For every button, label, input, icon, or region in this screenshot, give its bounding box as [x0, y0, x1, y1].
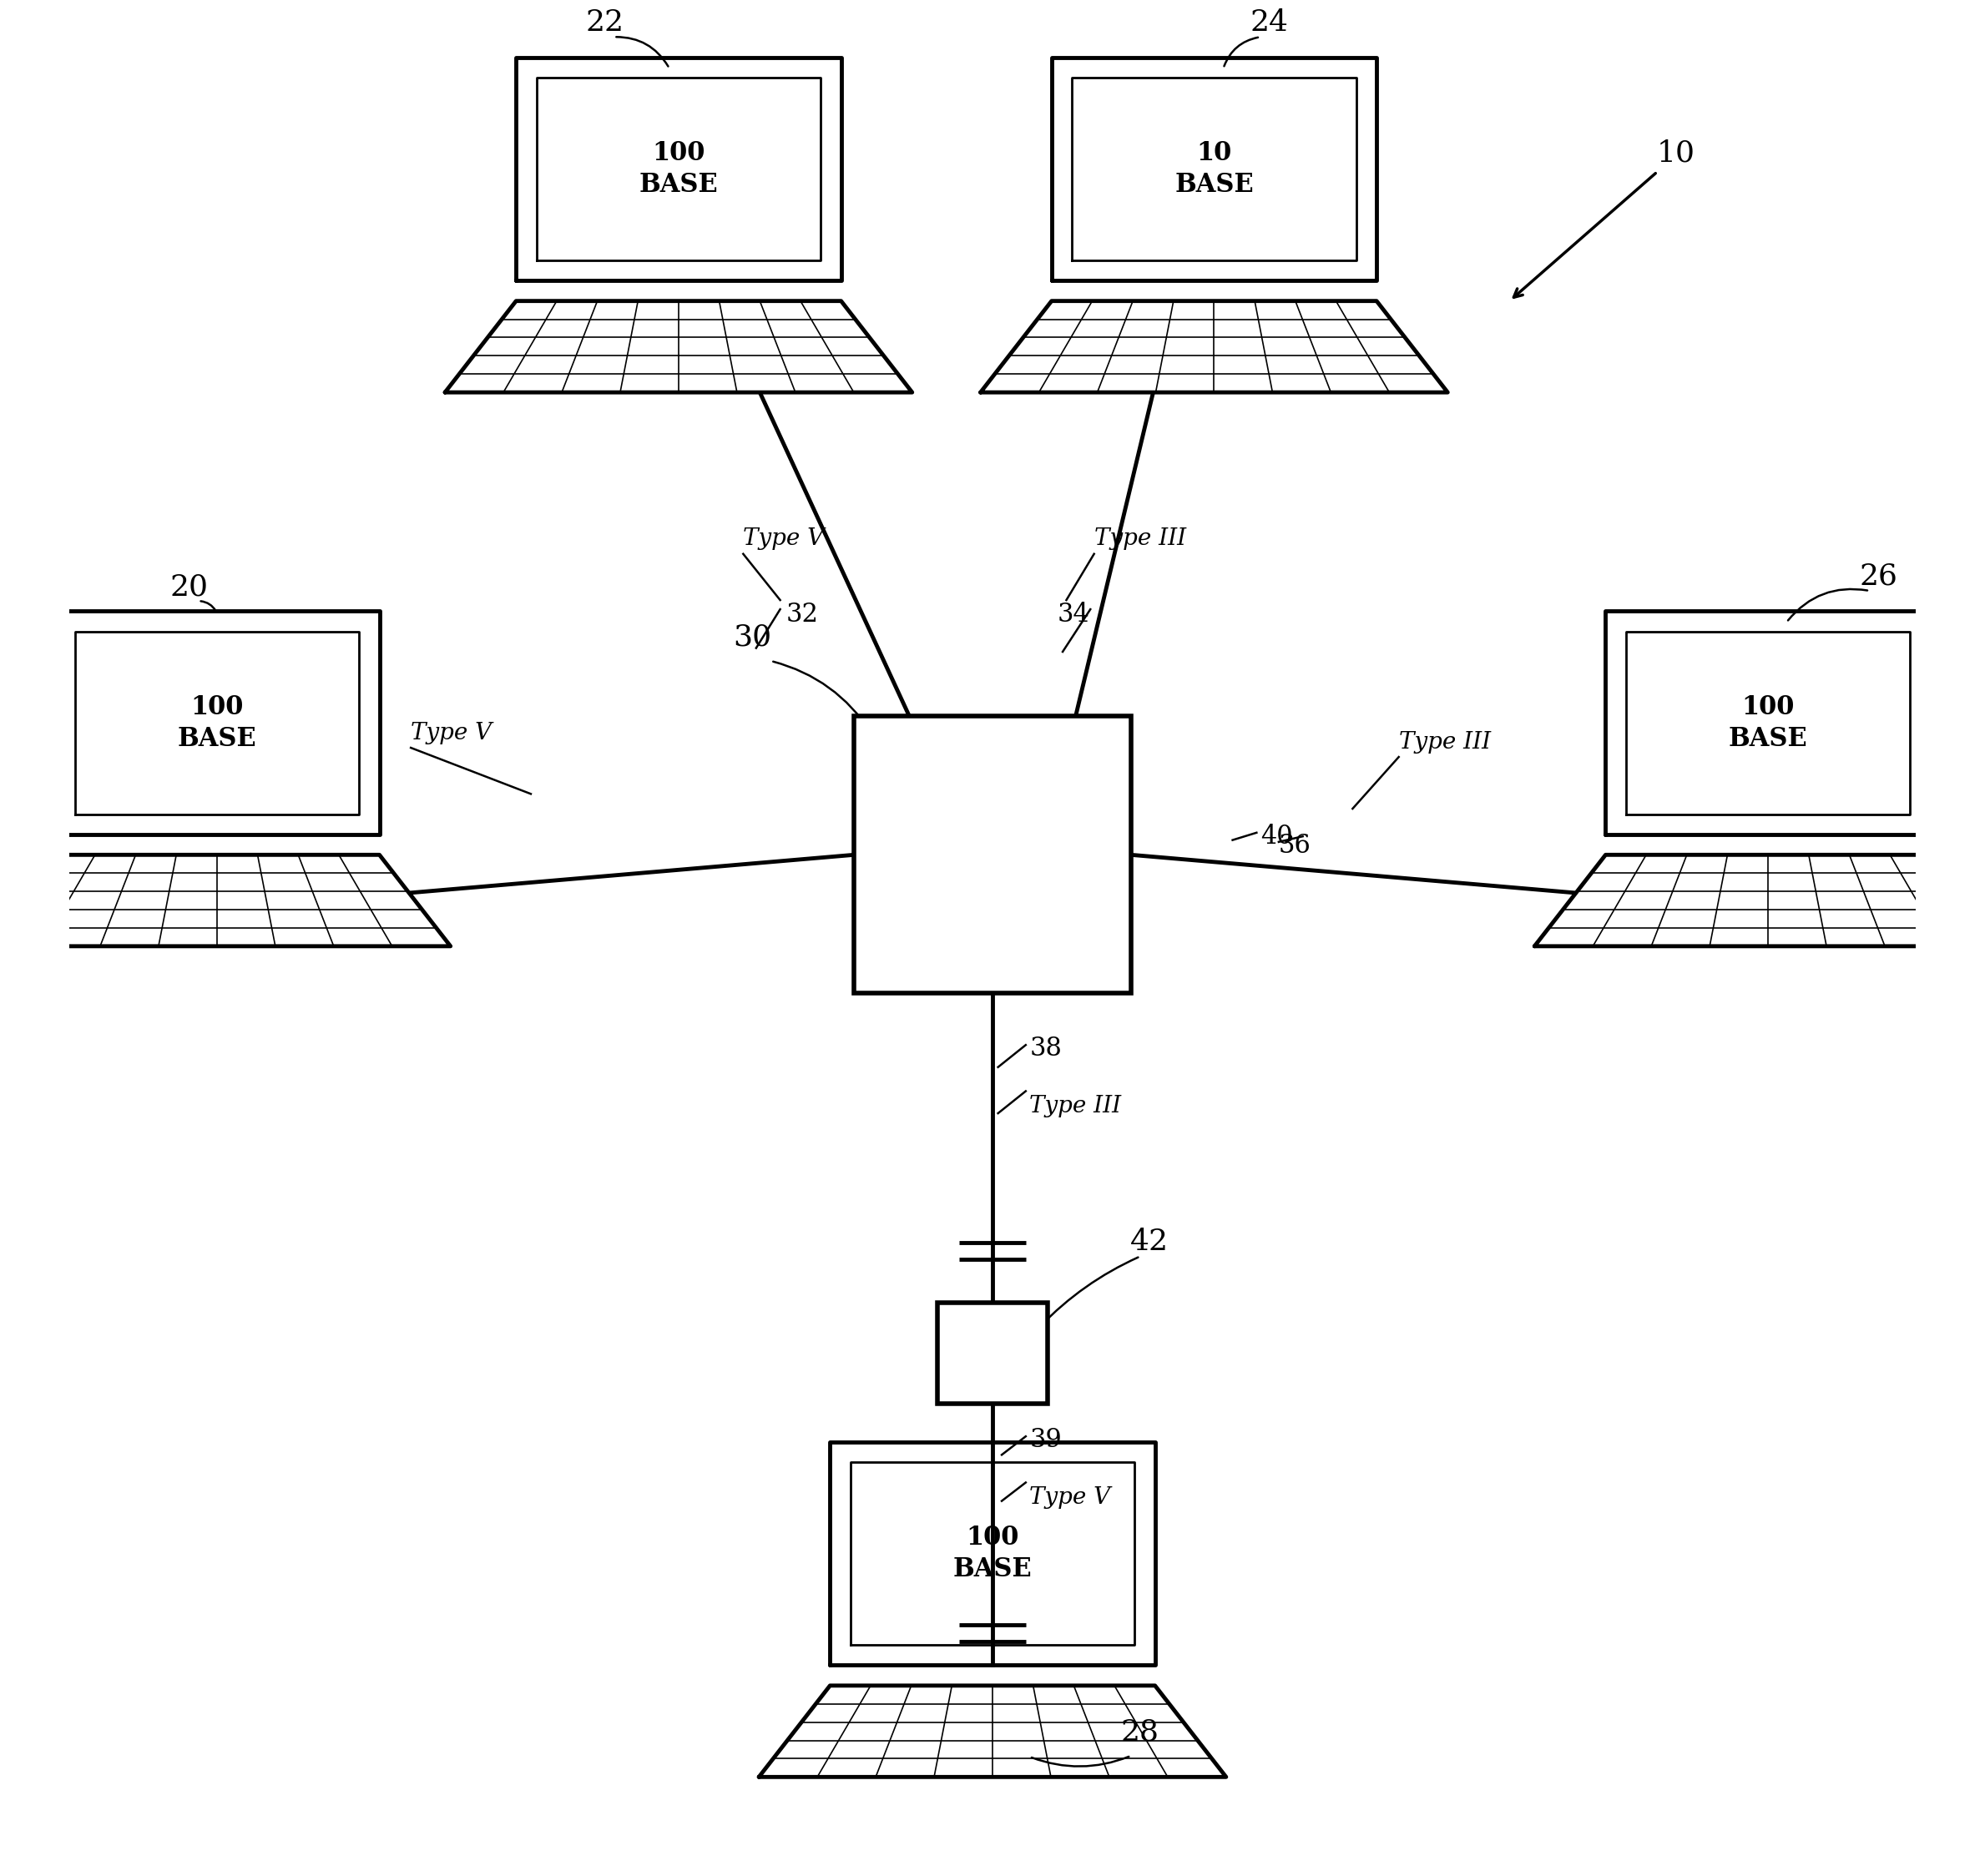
Text: Type III: Type III: [1094, 527, 1185, 550]
Polygon shape: [445, 300, 913, 392]
Text: 39: 39: [1030, 1428, 1062, 1454]
Text: 100
BASE: 100 BASE: [639, 141, 719, 197]
Text: 42: 42: [1129, 1229, 1169, 1257]
Polygon shape: [981, 300, 1447, 392]
Polygon shape: [0, 855, 451, 946]
Text: 40: 40: [1260, 824, 1292, 850]
Text: Type V: Type V: [742, 527, 824, 550]
Text: 10
BASE: 10 BASE: [1175, 141, 1255, 197]
Text: Type V: Type V: [1030, 1486, 1110, 1508]
Text: 22: 22: [586, 9, 623, 38]
Text: 34: 34: [1058, 602, 1090, 628]
Text: 24: 24: [1251, 9, 1288, 38]
Text: 100
BASE: 100 BASE: [177, 694, 256, 752]
Text: 32: 32: [786, 602, 818, 628]
Bar: [854, 717, 1131, 992]
Text: 26: 26: [1860, 563, 1898, 591]
Text: Type III: Type III: [1399, 732, 1491, 754]
Text: 38: 38: [1030, 1036, 1062, 1062]
Polygon shape: [1534, 855, 1985, 946]
Text: 100
BASE: 100 BASE: [953, 1525, 1032, 1583]
Text: 36: 36: [1278, 833, 1312, 859]
Text: 10: 10: [1657, 139, 1695, 167]
Text: Type III: Type III: [1030, 1096, 1122, 1118]
Text: Type V: Type V: [411, 722, 492, 745]
Polygon shape: [758, 1687, 1227, 1777]
Text: 100
BASE: 100 BASE: [1729, 694, 1808, 752]
Bar: [937, 1302, 1048, 1403]
Text: 30: 30: [732, 623, 772, 651]
Text: 28: 28: [1122, 1718, 1159, 1747]
Text: 20: 20: [171, 572, 208, 600]
